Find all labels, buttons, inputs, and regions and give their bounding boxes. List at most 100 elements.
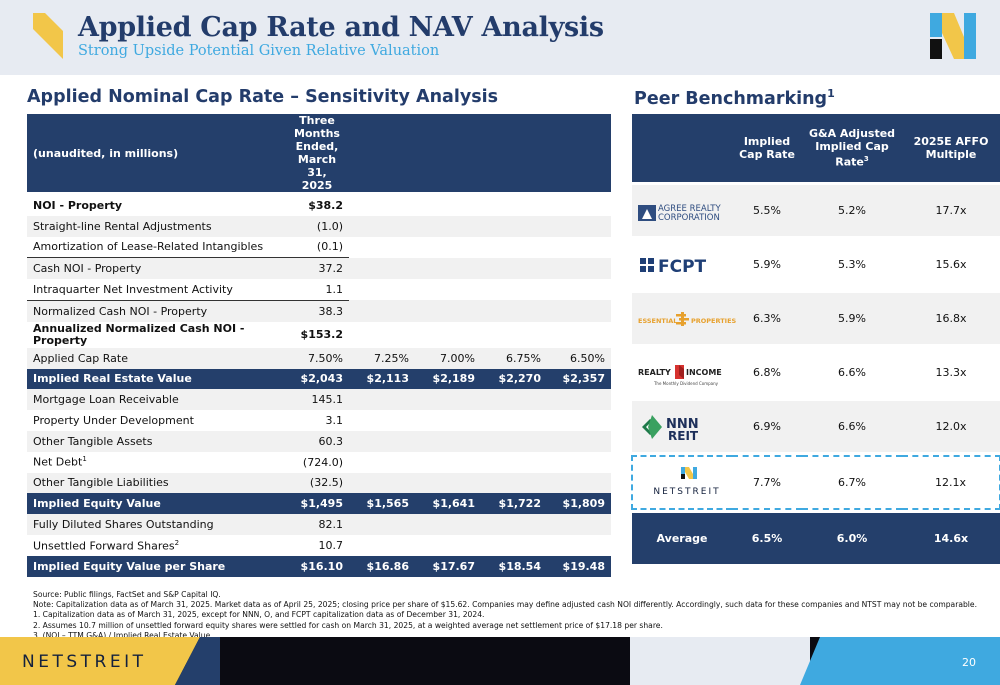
row-label: Intraquarter Net Investment Activity (27, 279, 285, 301)
row-value (481, 279, 547, 301)
row-value (349, 534, 415, 556)
table-row: Net Debt1 (724.0) (27, 451, 611, 473)
svg-text:FCPT: FCPT (658, 257, 707, 277)
row-value (349, 195, 415, 216)
row-value (415, 410, 481, 431)
row-label: Other Tangible Liabilities (27, 472, 285, 494)
footnote: Source: Public filings, FactSet and S&P … (33, 590, 221, 599)
row-value: $16.86 (349, 555, 415, 577)
table-header-row: (unaudited, in millions) Three Months En… (27, 114, 611, 192)
row-label: Implied Equity Value (27, 493, 285, 515)
row-value (547, 410, 611, 431)
row-value (547, 514, 611, 535)
table-row: Fully Diluted Shares Outstanding 82.1 (27, 514, 611, 535)
average-label: Average (632, 513, 732, 564)
footer-brand: NETSTREIT (22, 652, 147, 672)
table-row: Mortgage Loan Receivable 145.1 (27, 389, 611, 411)
row-value (547, 430, 611, 452)
svg-text:NETSTREIT: NETSTREIT (653, 487, 720, 497)
table-row: Normalized Cash NOI - Property 38.3 (27, 300, 611, 322)
row-value (481, 451, 547, 473)
table-row: Intraquarter Net Investment Activity 1.1 (27, 279, 611, 301)
svg-text:The Monthly Dividend Company: The Monthly Dividend Company (653, 381, 719, 386)
fcpt-logo: FCPT (640, 255, 707, 277)
peer-row: NETSTREIT 7.7% 6.7% 12.1x (631, 455, 1000, 510)
row-value (481, 257, 547, 280)
svg-text:REALTY: REALTY (638, 368, 671, 377)
row-value (547, 321, 611, 348)
row-value (415, 215, 481, 237)
row-label: Straight-line Rental Adjustments (27, 215, 285, 237)
row-label: Annualized Normalized Cash NOI - Propert… (27, 321, 285, 348)
sensitivity-section-title: Applied Nominal Cap Rate – Sensitivity A… (27, 87, 499, 107)
peer-cap-value: 6.3% (732, 293, 802, 344)
peer-row: NNN REIT 6.9% 6.6% 12.0x (632, 401, 1000, 452)
table-row: Implied Equity Value per Share $16.10 $16.… (27, 555, 611, 577)
row-value: $2,270 (481, 368, 547, 390)
row-value (415, 514, 481, 535)
row-value (547, 389, 611, 411)
peer-logo-cell: NNN REIT (632, 401, 732, 452)
footer-navy-band (175, 637, 220, 685)
peer-affo-value: 12.0x (902, 401, 1000, 452)
row-value: 60.3 (285, 430, 349, 452)
column-header-period: Three Months Ended, March 31, 2025 (285, 114, 349, 192)
row-value: (1.0) (285, 215, 349, 237)
sensitivity-table: (unaudited, in millions) Three Months En… (27, 114, 611, 577)
peer-header-cap: Implied Cap Rate (732, 114, 802, 182)
row-value: 145.1 (285, 389, 349, 411)
peer-affo-value: 13.3x (902, 347, 1000, 398)
row-value: $2,357 (547, 368, 611, 390)
row-value: 10.7 (285, 534, 349, 556)
footnote: Note: Capitalization data as of March 31… (33, 600, 978, 610)
average-cap: 6.5% (732, 513, 802, 564)
peer-section-title: Peer Benchmarking1 (634, 87, 835, 109)
row-label: Other Tangible Assets (27, 430, 285, 452)
table-row: Other Tangible Liabilities (32.5) (27, 472, 611, 494)
row-value (415, 451, 481, 473)
row-value (415, 472, 481, 494)
table-row: Implied Real Estate Value $2,043 $2,113 $2,… (27, 368, 611, 390)
row-value (481, 321, 547, 348)
row-value (349, 472, 415, 494)
row-value (415, 279, 481, 301)
page-number: 20 (962, 656, 976, 669)
average-ga: 6.0% (802, 513, 902, 564)
row-value (349, 300, 415, 322)
row-label: Mortgage Loan Receivable (27, 389, 285, 411)
row-value (349, 389, 415, 411)
peer-ga-value: 6.6% (802, 347, 902, 398)
row-label: NOI - Property (27, 195, 285, 216)
table-row: Applied Cap Rate 7.50% 7.25% 7.00% 6.75% 6.50… (27, 347, 611, 369)
footnote: 3. (NOI – TTM G&A) / Implied Real Estate… (33, 630, 213, 640)
peer-header-ga: G&A Adjusted Implied Cap Rate3 (802, 114, 902, 182)
row-value: $17.67 (415, 555, 481, 577)
row-value (481, 236, 547, 258)
row-value: $1,495 (285, 493, 349, 515)
row-value (481, 215, 547, 237)
row-label: Applied Cap Rate (27, 347, 285, 369)
row-value (415, 534, 481, 556)
row-value (415, 300, 481, 322)
row-value (481, 410, 547, 431)
row-value (481, 534, 547, 556)
row-value (349, 257, 415, 280)
svg-text:CORPORATION: CORPORATION (658, 213, 720, 223)
row-value: $1,722 (481, 493, 547, 515)
svg-text:ESSENTIAL: ESSENTIAL (638, 317, 677, 325)
peer-affo-value: 17.7x (902, 185, 1000, 236)
footer-right-band (630, 637, 1000, 685)
row-value (481, 514, 547, 535)
row-value (349, 215, 415, 237)
peer-logo-cell: ESSENTIAL PROPERTIES (632, 293, 736, 344)
peer-cap-value: 5.9% (732, 239, 802, 290)
peer-cap-value: 6.8% (732, 347, 802, 398)
netstreit-logo: NETSTREIT (653, 466, 720, 497)
row-value: 7.50% (285, 347, 349, 369)
row-value: 7.25% (349, 347, 415, 369)
row-value: 6.50% (547, 347, 611, 369)
peer-ga-value: 6.7% (802, 455, 902, 510)
row-value (547, 195, 611, 216)
row-value (481, 430, 547, 452)
row-label: Implied Real Estate Value (27, 368, 285, 390)
